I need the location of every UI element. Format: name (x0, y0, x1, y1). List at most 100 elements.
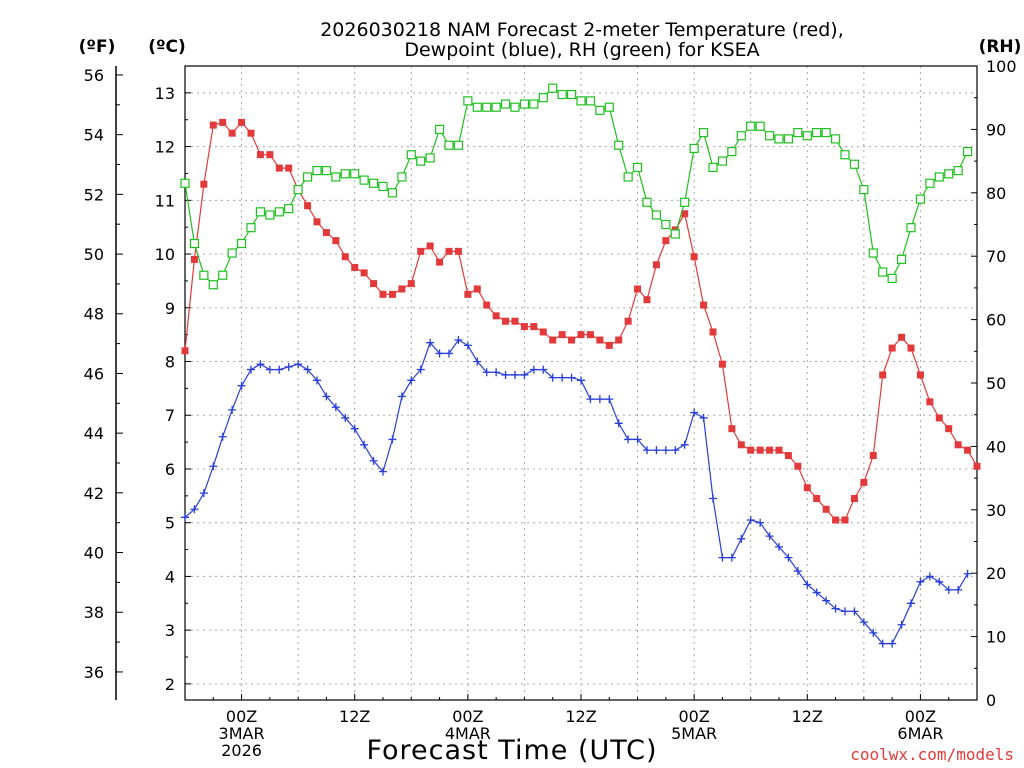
rh-point (698, 127, 709, 138)
dewpoint-point (671, 446, 680, 455)
rh-point (189, 238, 200, 249)
rh-point (397, 172, 407, 182)
x-tick-label: 12Z (565, 707, 596, 726)
rh-point (878, 267, 888, 277)
temperature-point (841, 516, 849, 524)
x-tick-label: 4MAR (445, 724, 491, 743)
dewpoint-point (765, 532, 774, 541)
temperature-point (700, 301, 708, 309)
temperature-point (407, 280, 415, 288)
dewpoint-point (709, 494, 717, 503)
rh-point (218, 270, 228, 280)
temperature-point (426, 242, 434, 250)
rh-point (868, 248, 878, 258)
temperature-point (728, 425, 736, 433)
rh-point (444, 140, 454, 150)
dewpoint-point (869, 628, 878, 637)
temperature-point (379, 290, 387, 298)
x-tick-label: 12Z (792, 707, 823, 726)
rh-point (708, 162, 718, 173)
dewpoint-point (963, 569, 972, 578)
temperature-point (954, 441, 962, 449)
rh-tick-label: 20 (986, 564, 1006, 583)
fahrenheit-tick-label: 52 (84, 185, 104, 204)
rh-point (585, 96, 596, 106)
dewpoint-point (699, 413, 708, 422)
dewpoint-point (878, 639, 887, 648)
temperature-point (332, 237, 340, 245)
dewpoint-point (529, 365, 538, 374)
dewpoint-point (822, 596, 831, 605)
rh-point (661, 219, 671, 230)
rh-point (717, 156, 728, 166)
dewpoint-point (539, 365, 548, 374)
temperature-point (634, 285, 642, 293)
fahrenheit-tick-label: 50 (84, 245, 104, 264)
dewpoint-point (916, 577, 925, 586)
dewpoint-point (181, 513, 189, 522)
temperature-point (784, 452, 792, 460)
x-tick-label: 6MAR (897, 724, 943, 743)
rh-point (755, 121, 765, 131)
temperature-point (228, 129, 236, 137)
dewpoint-point (473, 357, 482, 366)
rh-point (944, 169, 954, 179)
rh-tick-label: 30 (986, 501, 1006, 520)
temperature-point (907, 344, 915, 352)
temperature-point (351, 263, 359, 271)
dewpoint-point (614, 419, 623, 428)
dewpoint-point (850, 607, 859, 616)
rh-point (274, 207, 284, 217)
rh-point (302, 172, 313, 182)
dewpoint-point (341, 413, 350, 422)
temperature-point (341, 253, 349, 261)
dewpoint-point (256, 360, 265, 369)
fahrenheit-tick-label: 38 (84, 603, 104, 622)
temperature-point (219, 118, 227, 126)
temperature-point (624, 317, 632, 325)
rh-point (651, 210, 662, 220)
rh-tick-label: 100 (986, 57, 1017, 76)
rh-point (915, 194, 926, 204)
temperature-point (483, 301, 491, 309)
rh-point (491, 102, 501, 112)
dewpoint-point (944, 585, 953, 594)
dewpoint-point (624, 435, 633, 444)
dewpoint-point (784, 553, 793, 562)
fahrenheit-tick-label: 48 (84, 305, 104, 324)
temperature-point (436, 258, 444, 266)
temperature-point (879, 371, 887, 379)
celsius-unit-label: (ºC) (148, 37, 186, 57)
temperature-point (313, 218, 321, 226)
celsius-tick-label: 11 (155, 191, 175, 210)
rh-point (962, 146, 973, 157)
rh-point (340, 169, 350, 179)
rh-point (887, 273, 897, 283)
temperature-point (388, 290, 396, 298)
temperature-point (577, 331, 585, 339)
temperature-point (539, 328, 547, 336)
celsius-tick-label: 12 (155, 138, 175, 157)
dewpoint-point (746, 516, 755, 525)
dewpoint-point (407, 376, 416, 385)
dewpoint-point (190, 505, 199, 514)
temperature-point (464, 290, 472, 298)
rh-point (623, 172, 633, 182)
dewpoint-point (463, 341, 472, 350)
rh-point (764, 131, 775, 141)
data-series (180, 83, 981, 648)
rh-point (284, 204, 294, 214)
x-tick-label: 00Z (678, 707, 709, 726)
dewpoint-point (237, 381, 246, 390)
rh-point (378, 181, 388, 192)
temperature-point (916, 371, 924, 379)
rh-point (236, 238, 247, 249)
rh-point (896, 254, 907, 264)
rh-point (614, 140, 624, 150)
temperature-point (417, 247, 425, 255)
temperature-point (898, 333, 906, 341)
temperature-point (813, 495, 821, 503)
temperature-point (398, 285, 406, 293)
rh-point (538, 93, 548, 103)
celsius-tick-label: 9 (165, 299, 175, 318)
